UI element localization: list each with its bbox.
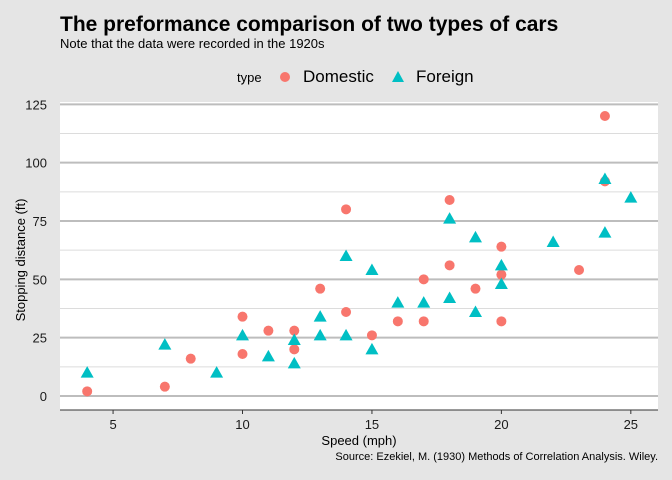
chart-title: The preformance comparison of two types … — [60, 13, 559, 36]
x-tick-label: 5 — [109, 417, 116, 432]
y-tick-label: 125 — [25, 97, 47, 112]
point-domestic — [599, 111, 610, 121]
point-domestic — [366, 330, 377, 341]
point-foreign — [287, 356, 301, 369]
x-tick-label: 20 — [494, 417, 508, 432]
data-points — [80, 111, 638, 397]
legend: type Domestic Foreign — [237, 67, 474, 86]
point-domestic — [341, 204, 352, 215]
point-domestic — [289, 325, 300, 336]
point-domestic — [496, 241, 507, 252]
point-domestic — [392, 316, 403, 327]
point-domestic — [185, 353, 196, 364]
y-tick-label: 50 — [33, 272, 47, 287]
point-domestic — [82, 386, 93, 397]
point-foreign — [468, 230, 482, 243]
point-domestic — [418, 274, 429, 285]
chart-subtitle: Note that the data were recorded in the … — [60, 36, 325, 51]
point-foreign — [210, 366, 224, 378]
point-foreign — [624, 191, 638, 203]
point-foreign — [365, 342, 379, 355]
point-domestic — [237, 349, 248, 359]
y-tick-label: 75 — [33, 214, 47, 229]
point-foreign — [468, 305, 482, 317]
plot-panel — [60, 102, 658, 410]
point-foreign — [391, 296, 405, 308]
point-domestic — [496, 316, 507, 327]
point-domestic — [159, 381, 170, 392]
point-foreign — [365, 263, 379, 275]
point-foreign — [494, 258, 508, 271]
y-tick-label: 25 — [33, 331, 47, 346]
point-foreign — [236, 328, 250, 341]
x-tick-label: 10 — [235, 417, 249, 432]
point-foreign — [546, 235, 560, 247]
chart-caption: Source: Ezekiel, M. (1930) Methods of Co… — [335, 451, 658, 463]
point-foreign — [287, 333, 301, 345]
legend-label-domestic: Domestic — [303, 67, 374, 86]
point-domestic — [444, 195, 455, 205]
point-foreign — [339, 249, 353, 261]
point-domestic — [496, 269, 507, 280]
point-foreign — [158, 338, 172, 350]
legend-label-foreign: Foreign — [416, 67, 474, 86]
point-domestic — [315, 283, 326, 294]
legend-key-foreign — [392, 71, 404, 82]
point-domestic — [341, 307, 352, 317]
point-domestic — [237, 311, 248, 322]
y-tick-label: 100 — [25, 156, 47, 171]
y-axis-title: Stopping distance (ft) — [13, 199, 28, 322]
gridlines — [60, 102, 658, 410]
point-domestic — [418, 316, 429, 327]
x-tick-label: 25 — [624, 417, 638, 432]
point-domestic — [470, 283, 481, 294]
point-foreign — [339, 328, 353, 341]
point-foreign — [598, 172, 612, 184]
point-domestic — [263, 325, 274, 336]
point-domestic — [444, 260, 455, 271]
point-foreign — [80, 366, 94, 378]
point-foreign — [313, 328, 327, 341]
point-domestic — [574, 265, 585, 275]
point-foreign — [443, 291, 457, 303]
point-domestic — [289, 344, 300, 355]
point-foreign — [494, 277, 508, 289]
x-axis-title: Speed (mph) — [321, 433, 396, 448]
point-foreign — [443, 212, 457, 224]
x-tick-label: 15 — [365, 417, 379, 432]
point-foreign — [313, 310, 327, 322]
point-foreign — [261, 349, 275, 362]
legend-key-domestic — [280, 72, 290, 82]
legend-title: type — [237, 70, 262, 85]
axes: 5 10 15 20 25 0 25 50 75 100 125 — [25, 97, 658, 432]
point-foreign — [417, 296, 431, 308]
point-foreign — [598, 226, 612, 238]
y-tick-label: 0 — [40, 389, 47, 404]
